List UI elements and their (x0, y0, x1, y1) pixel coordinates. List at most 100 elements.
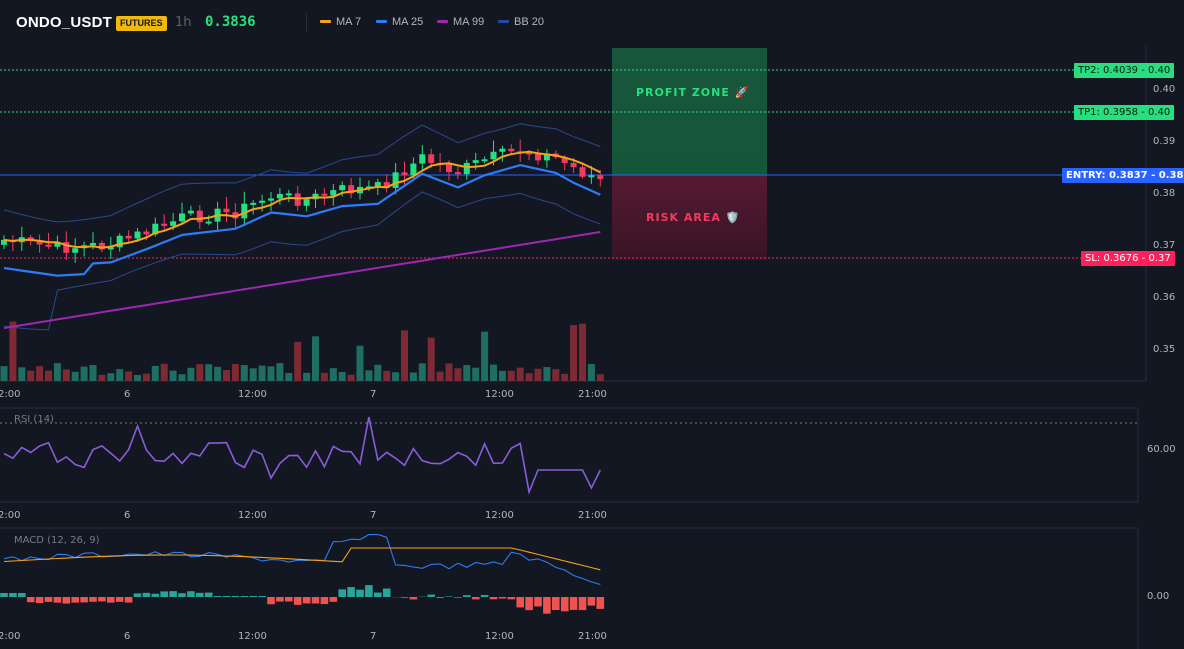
candle-body (348, 185, 355, 194)
price-tick: 0.36 (1153, 292, 1176, 303)
macd-hist-bar (489, 597, 498, 600)
legend-bb20-label: BB 20 (514, 16, 544, 28)
moving-averages (3, 150, 601, 329)
volume-bar (276, 363, 284, 381)
volume-bar (312, 336, 319, 381)
volume-bar (9, 321, 17, 381)
candle-body (27, 237, 34, 241)
volume-bar (71, 371, 79, 381)
volume-bar (125, 371, 133, 381)
macd-hist-bar (53, 597, 62, 603)
candle-body (481, 159, 488, 162)
macd-hist-bar (285, 597, 293, 602)
candle-body (374, 182, 381, 187)
time-tick: 6 (124, 631, 131, 642)
tp2-tag-axis: 0.40 (1148, 65, 1171, 76)
candle-body (490, 151, 497, 160)
entry-tag[interactable]: ENTRY: 0.3837 - 0.38 (1062, 168, 1184, 183)
candle-body (570, 162, 577, 168)
ma7-swatch (320, 19, 331, 23)
candle-body (152, 223, 159, 235)
macd-hist-bar (35, 597, 44, 604)
volume-bar (178, 374, 186, 381)
macd-hist-bar (356, 589, 364, 597)
candle-body (526, 152, 533, 155)
bb-lower (3, 191, 601, 331)
candle-body (196, 210, 203, 223)
macd-hist-bar (471, 597, 480, 600)
tp2-tag[interactable]: TP2: 0.4039 - 0.40 (1074, 63, 1175, 78)
macd-hist-bar (204, 592, 213, 597)
ma25-swatch (376, 19, 387, 23)
last-price: 0.3836 (205, 14, 256, 30)
entry-tag-label: ENTRY: 0.3837 (1066, 170, 1148, 181)
tp1-tag[interactable]: TP1: 0.3958 - 0.40 (1074, 105, 1175, 120)
volume-bar (472, 367, 480, 381)
volume-bar (445, 363, 453, 381)
candle-body (54, 242, 61, 247)
rsi-title[interactable]: RSI (14) (14, 414, 54, 425)
candle-body (90, 242, 96, 246)
macd-hist-bar (9, 593, 17, 597)
time-tick: 12:00 (485, 631, 514, 642)
macd-hist-bar (151, 593, 160, 597)
volume-bar (142, 373, 150, 381)
bb20-swatch (498, 19, 509, 23)
legend-ma99[interactable]: MA 99 (437, 16, 484, 28)
volume-bar (223, 370, 230, 381)
macd-hist-bar (338, 589, 346, 597)
volume-bar (27, 370, 35, 381)
macd-hist-bar (507, 597, 516, 600)
macd-hist-bar (311, 597, 320, 604)
volume-bar (214, 366, 222, 381)
time-tick: 12:00 (238, 631, 267, 642)
macd-hist-bar (463, 595, 471, 597)
macd-title[interactable]: MACD (12, 26, 9) (14, 535, 100, 546)
candle-body (72, 248, 79, 253)
candle-body (250, 202, 257, 205)
sl-tag[interactable]: SL: 0.3676 - 0.37 (1081, 251, 1175, 266)
timeframe-label[interactable]: 1h (175, 15, 192, 30)
candle-body (339, 185, 346, 191)
macd-hist-bar (454, 597, 462, 598)
candle-body (259, 200, 266, 203)
rsi-axis-label: 60.00 (1147, 444, 1176, 455)
volume-bar (240, 365, 248, 381)
profit-zone-label: PROFIT ZONE 🚀 (636, 86, 750, 99)
macd-hist-bar (115, 597, 124, 602)
volume-bar (409, 372, 417, 381)
legend-ma25[interactable]: MA 25 (376, 16, 423, 28)
volume-bars (0, 321, 604, 381)
candle-body (588, 175, 595, 178)
volume-bar (160, 363, 168, 381)
macd-hist-bar (516, 597, 524, 608)
volume-bar (507, 370, 515, 381)
candle-body (205, 221, 212, 224)
volume-bar (356, 345, 364, 381)
volume-bar (534, 368, 542, 381)
volume-bar (365, 370, 373, 381)
macd-hist-bar (98, 597, 106, 602)
candle-body (143, 231, 150, 235)
volume-bar (285, 372, 293, 381)
macd-hist-bar (560, 597, 569, 612)
candle-body (508, 148, 515, 152)
macd-hist-bar (80, 597, 88, 603)
candle-body (383, 182, 390, 188)
volume-bar (80, 366, 88, 381)
symbol-name[interactable]: ONDO_USDT (16, 14, 112, 31)
candle-body (321, 193, 328, 196)
volume-bar (0, 366, 8, 381)
legend-bb20[interactable]: BB 20 (498, 16, 544, 28)
macd-hist-bar (258, 596, 266, 597)
candle-body (535, 154, 541, 161)
volume-bar (338, 371, 346, 381)
candle-body (579, 167, 586, 177)
volume-bar (320, 372, 328, 381)
macd-hist-bar (71, 597, 79, 603)
legend-ma7[interactable]: MA 7 (320, 16, 361, 28)
volume-bar (249, 368, 257, 381)
time-tick: 7 (370, 389, 377, 400)
macd-hist-bar (302, 597, 311, 604)
